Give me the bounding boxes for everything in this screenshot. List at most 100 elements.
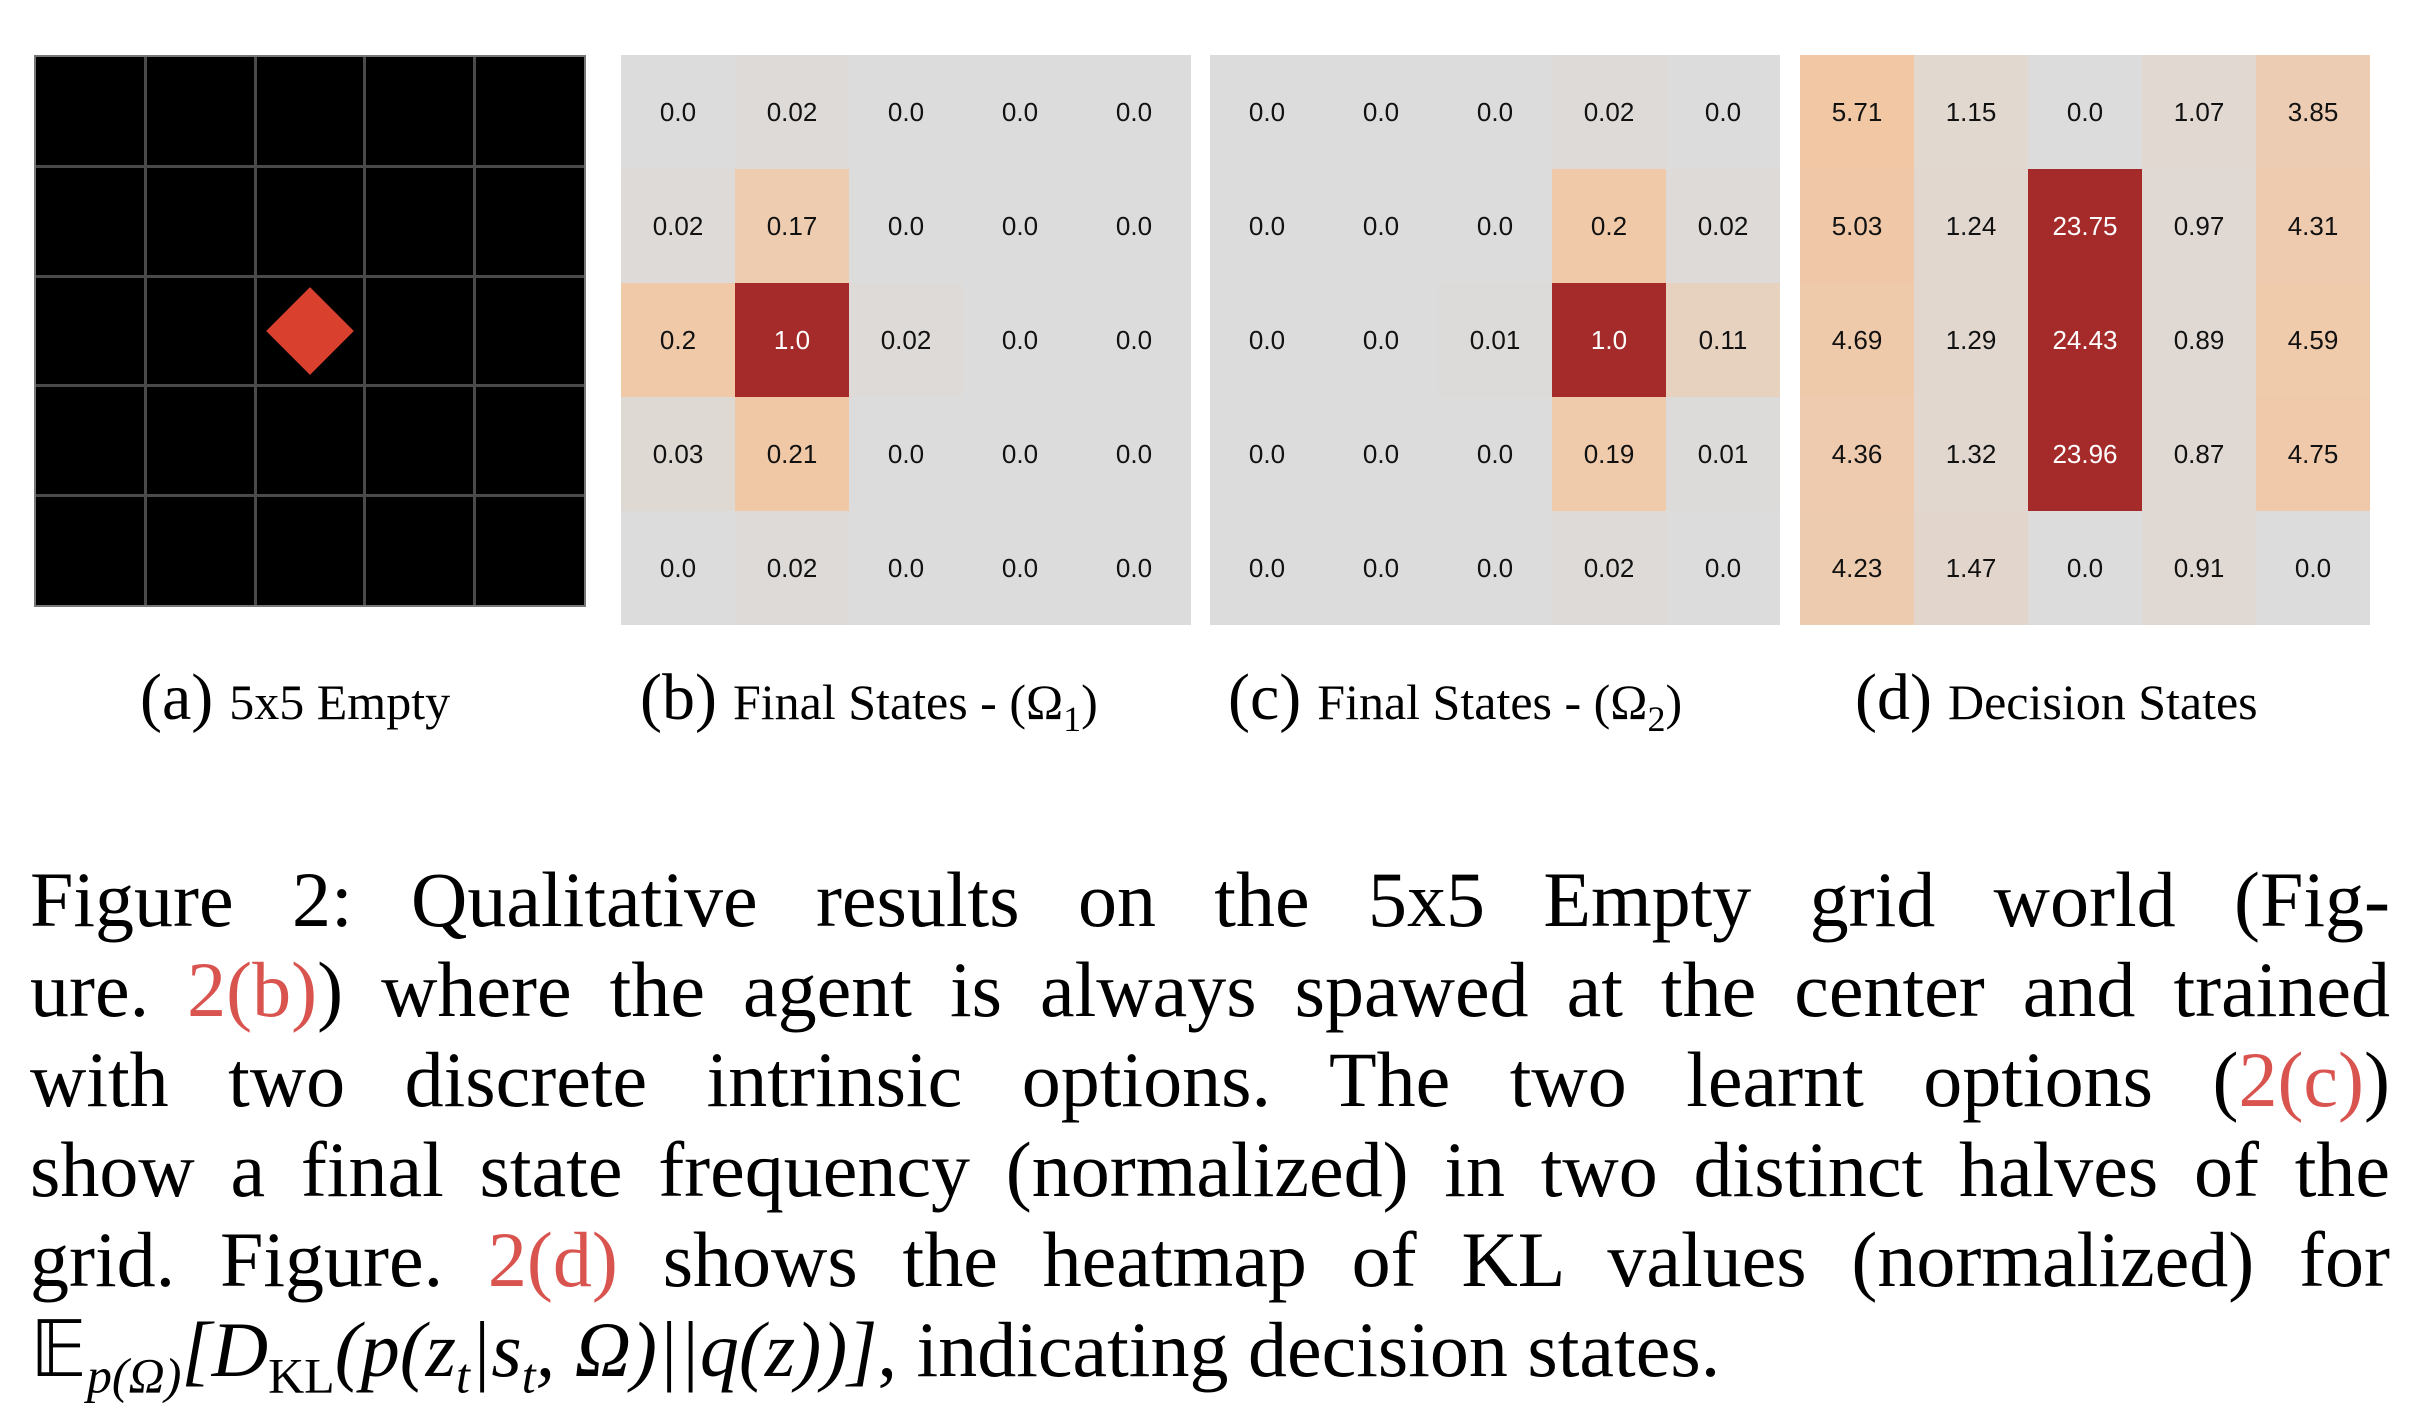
- heatmap-cell: 0.19: [1552, 397, 1666, 511]
- grid-world-panel: [34, 55, 586, 607]
- grid-line-horizontal: [36, 165, 584, 169]
- heatmap-cell: 0.0: [621, 55, 735, 169]
- heatmap-cell: 4.59: [2256, 283, 2370, 397]
- grid-line-horizontal: [36, 274, 584, 278]
- subcaption-label-end: ): [1665, 674, 1683, 730]
- heatmap-cell: 0.01: [1666, 397, 1780, 511]
- heatmap-cell: 0.0: [849, 169, 963, 283]
- heatmap-cell: 0.0: [1210, 397, 1324, 511]
- heatmap-cell: 5.03: [1800, 169, 1914, 283]
- grid-line-horizontal: [36, 384, 584, 388]
- grid-line-vertical: [472, 57, 476, 605]
- caption-line-6: 𝔼p(Ω)[DKL(p(zt|st, Ω)||q(z))], indicatin…: [30, 1306, 1721, 1404]
- heatmap-cell: 0.0: [1210, 511, 1324, 625]
- caption-line-2: ure. 2(b)) where the agent is always spa…: [30, 946, 2390, 1033]
- heatmap-cell: 1.24: [1914, 169, 2028, 283]
- subcaption-d: (d) Decision States: [1855, 660, 2258, 736]
- heatmap-cell: 23.96: [2028, 397, 2142, 511]
- heatmap-cell: 0.0: [1324, 169, 1438, 283]
- heatmap-cell: 1.07: [2142, 55, 2256, 169]
- heatmap-cell: 0.91: [2142, 511, 2256, 625]
- heatmap-cell: 0.0: [1324, 55, 1438, 169]
- heatmap-cell: 0.02: [735, 55, 849, 169]
- heatmap-cell: 0.21: [735, 397, 849, 511]
- heatmap-cell: 0.0: [1438, 169, 1552, 283]
- heatmap-final-states-omega1: 0.0 0.02 0.0 0.0 0.0 0.02 0.17 0.0 0.0 0.0 0.2 1.0 0…: [621, 55, 1191, 625]
- heatmap-cell: 0.2: [1552, 169, 1666, 283]
- heatmap-cell: 0.0: [963, 169, 1077, 283]
- subcaption-tag: (c): [1228, 661, 1302, 734]
- subcaption-label-sub: 2: [1647, 698, 1666, 739]
- heatmap-cell: 4.23: [1800, 511, 1914, 625]
- heatmap-cell: 0.0: [849, 55, 963, 169]
- heatmap-cell: 0.89: [2142, 283, 2256, 397]
- heatmap-cell: 1.47: [1914, 511, 2028, 625]
- heatmap-cell: 3.85: [2256, 55, 2370, 169]
- heatmap-cell: 0.02: [735, 511, 849, 625]
- heatmap-cell: 0.0: [1666, 55, 1780, 169]
- heatmap-cell: 0.01: [1438, 283, 1552, 397]
- heatmap-cell: 0.0: [1324, 397, 1438, 511]
- agent-diamond-icon: [266, 287, 354, 375]
- heatmap-cell: 0.0: [1438, 397, 1552, 511]
- grid-line-horizontal: [36, 493, 584, 497]
- subcaption-tag: (a): [140, 661, 214, 734]
- heatmap-cell: 23.75: [2028, 169, 2142, 283]
- heatmap-cell: 4.75: [2256, 397, 2370, 511]
- heatmap-decision-states: 5.71 1.15 0.0 1.07 3.85 5.03 1.24 23.75 0.97 4.31…: [1800, 55, 2370, 625]
- heatmap-cell: 0.0: [1077, 55, 1191, 169]
- subcaption-label: 5x5 Empty: [229, 674, 451, 730]
- heatmap-cell: 1.32: [1914, 397, 2028, 511]
- heatmap-cell: 1.0: [735, 283, 849, 397]
- subcaption-c: (c) Final States - (Ω2): [1228, 660, 1682, 740]
- heatmap-final-states-omega2: 0.0 0.0 0.0 0.02 0.0 0.0 0.0 0.0 0.2 0.02 0.0 0.0 0.…: [1210, 55, 1780, 625]
- heatmap-cell: 0.02: [1666, 169, 1780, 283]
- heatmap-cell: 0.0: [621, 511, 735, 625]
- heatmap-cell: 0.0: [2028, 511, 2142, 625]
- heatmap-cell: 4.31: [2256, 169, 2370, 283]
- heatmap-cell: 0.0: [1438, 511, 1552, 625]
- figure-ref-2c[interactable]: 2(c): [2238, 1036, 2365, 1123]
- heatmap-cell: 0.02: [849, 283, 963, 397]
- heatmap-cell: 1.15: [1914, 55, 2028, 169]
- heatmap-cell: 1.29: [1914, 283, 2028, 397]
- heatmap-cell: 0.0: [1077, 397, 1191, 511]
- heatmap-cell: 0.0: [1324, 511, 1438, 625]
- subcaption-tag: (b): [640, 661, 717, 734]
- heatmap-cell: 0.03: [621, 397, 735, 511]
- subcaption-label-end: ): [1081, 674, 1098, 730]
- heatmap-cell: 0.17: [735, 169, 849, 283]
- heatmap-cell: 0.0: [1666, 511, 1780, 625]
- heatmap-cell: 4.69: [1800, 283, 1914, 397]
- grid-line-vertical: [363, 57, 367, 605]
- heatmap-cell: 0.0: [1324, 283, 1438, 397]
- subcaption-label: Final States - (Ω: [1317, 674, 1648, 730]
- caption-line-3: with two discrete intrinsic options. The…: [30, 1036, 2390, 1123]
- heatmap-cell: 0.0: [1438, 55, 1552, 169]
- figure-ref-2b[interactable]: 2(b): [187, 946, 318, 1033]
- caption-line-1: Figure 2: Qualitative results on the 5x5…: [30, 856, 2390, 943]
- heatmap-cell: 5.71: [1800, 55, 1914, 169]
- heatmap-cell: 0.0: [963, 511, 1077, 625]
- heatmap-cell: 24.43: [2028, 283, 2142, 397]
- heatmap-cell: 0.0: [1077, 511, 1191, 625]
- heatmap-cell: 0.2: [621, 283, 735, 397]
- heatmap-cell: 0.0: [1077, 169, 1191, 283]
- figure-ref-2d[interactable]: 2(d): [487, 1216, 618, 1303]
- heatmap-cell: 0.0: [849, 511, 963, 625]
- heatmap-cell: 0.0: [963, 283, 1077, 397]
- grid-line-vertical: [144, 57, 148, 605]
- subcaption-a: (a) 5x5 Empty: [140, 660, 450, 736]
- subcaption-label: Final States - (Ω: [732, 674, 1064, 730]
- heatmap-cell: 0.0: [1210, 283, 1324, 397]
- heatmap-cell: 0.0: [963, 55, 1077, 169]
- subcaption-label: Decision States: [1947, 674, 2258, 730]
- heatmap-cell: 0.0: [2256, 511, 2370, 625]
- subcaption-label-sub: 1: [1063, 698, 1082, 739]
- heatmap-cell: 0.0: [2028, 55, 2142, 169]
- heatmap-cell: 0.02: [621, 169, 735, 283]
- subcaption-tag: (d): [1855, 661, 1932, 734]
- heatmap-cell: 0.0: [1077, 283, 1191, 397]
- heatmap-cell: 0.0: [849, 397, 963, 511]
- heatmap-cell: 0.11: [1666, 283, 1780, 397]
